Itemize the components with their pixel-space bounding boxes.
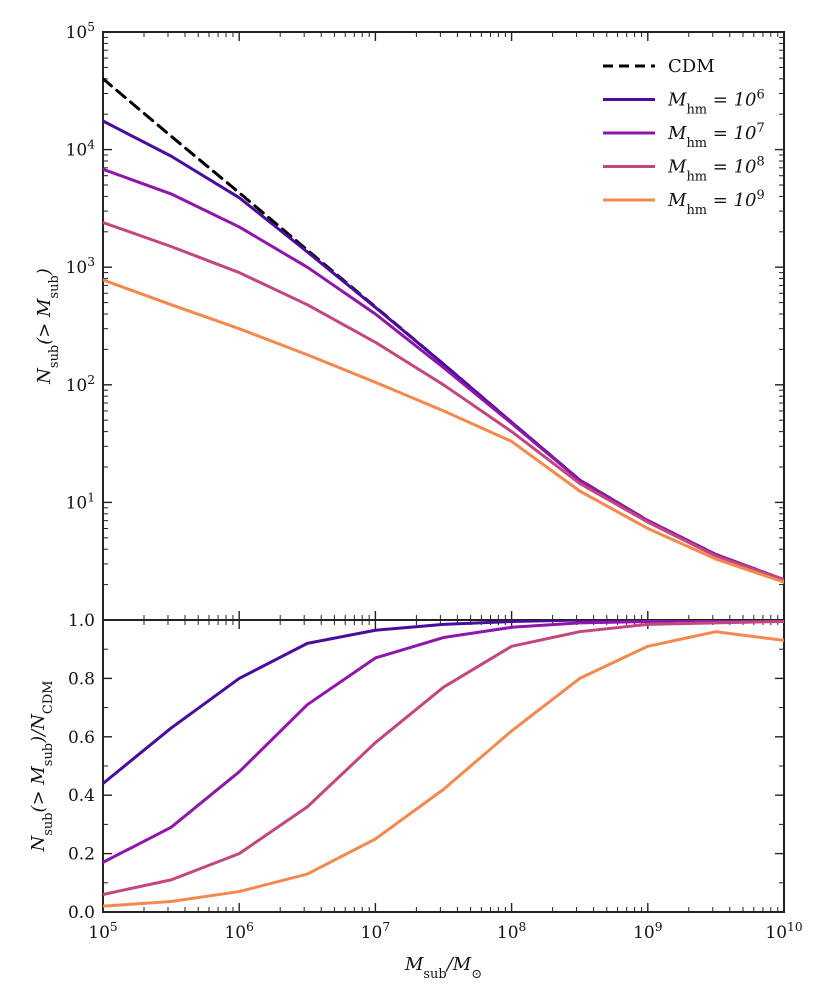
legend-label: Mhm = 107 xyxy=(667,121,765,151)
x-tick-label: 105 xyxy=(88,920,117,943)
y-tick-label: 104 xyxy=(66,138,96,161)
plot-frame xyxy=(102,31,785,621)
series-group xyxy=(103,77,784,584)
x-ticks xyxy=(102,32,785,620)
y-axis-label: Nsub(> Msub) xyxy=(34,268,62,385)
series-line xyxy=(103,278,784,584)
y-tick-label: 0.6 xyxy=(68,728,95,748)
x-tick-label: 109 xyxy=(633,920,662,943)
series-line xyxy=(103,620,784,864)
x-axis-label: Msub/M⊙ xyxy=(404,954,482,982)
legend-label: Mhm = 108 xyxy=(667,154,765,184)
legend-label: Mhm = 109 xyxy=(667,188,765,218)
y-tick-label: 1.0 xyxy=(68,611,95,631)
x-tick-label: 1010 xyxy=(765,920,802,943)
series-line xyxy=(103,77,784,582)
x-tick-labels: 105 106 107 108 109 1010 xyxy=(88,920,802,943)
x-tick-label: 106 xyxy=(224,920,254,943)
y-axis-label: Nsub(> Msub)/NCDM xyxy=(28,680,56,852)
series-line xyxy=(103,620,784,786)
y-tick-label: 103 xyxy=(66,255,95,278)
series-line xyxy=(103,620,784,896)
bottom-panel: 0.0 0.2 0.4 0.6 0.8 1.0 105 106 107 108 109 1010 Nsu… xyxy=(28,611,803,982)
y-tick-label: 105 xyxy=(66,20,95,43)
y-ticks xyxy=(103,31,784,621)
y-tick-labels: 101 102 103 104 105 xyxy=(66,20,96,513)
top-panel: 101 102 103 104 105 Nsub(> Msub) CDM Mhm = 106 M… xyxy=(34,20,785,621)
legend-label: CDM xyxy=(668,56,715,77)
y-tick-labels: 0.0 0.2 0.4 0.6 0.8 1.0 xyxy=(68,611,95,923)
legend-label: Mhm = 106 xyxy=(667,87,765,117)
series-line xyxy=(103,630,784,908)
y-tick-label: 101 xyxy=(66,490,95,513)
series-line xyxy=(103,220,784,582)
y-tick-label: 0.4 xyxy=(68,786,95,806)
x-tick-label: 108 xyxy=(497,920,526,943)
series-group xyxy=(103,620,784,908)
series-line xyxy=(103,167,784,582)
y-tick-label: 0.2 xyxy=(68,845,95,865)
y-tick-label: 102 xyxy=(66,373,95,396)
x-tick-label: 107 xyxy=(361,920,390,943)
y-tick-label: 0.8 xyxy=(68,669,95,689)
y-tick-label: 0.0 xyxy=(68,903,95,923)
